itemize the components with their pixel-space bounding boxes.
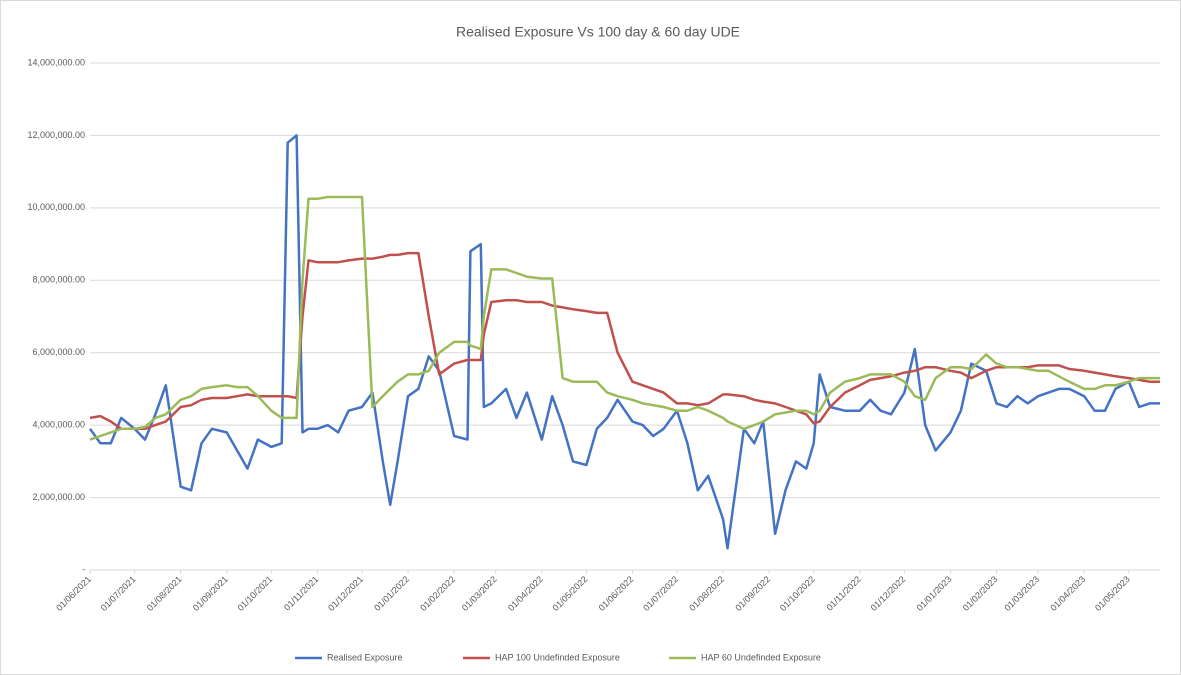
y-tick-label: 12,000,000.00	[27, 130, 85, 140]
y-tick-label: 8,000,000.00	[32, 275, 85, 285]
y-tick-label: 2,000,000.00	[32, 492, 85, 502]
series-line	[89, 251, 1160, 431]
legend-label: HAP 100 Undefinded Exposure	[495, 652, 620, 662]
y-tick-label: 10,000,000.00	[27, 202, 85, 212]
chart-title: Realised Exposure Vs 100 day & 60 day UD…	[456, 24, 740, 40]
legend-label: HAP 60 Undefinded Exposure	[701, 652, 821, 662]
y-tick-label: 4,000,000.00	[32, 420, 85, 430]
legend-label: Realised Exposure	[327, 652, 403, 662]
y-tick-label: 6,000,000.00	[32, 347, 85, 357]
series-line	[88, 134, 1160, 550]
y-tick-label: 14,000,000.00	[27, 57, 85, 67]
series-line	[89, 195, 1160, 441]
y-tick-label: -	[82, 564, 85, 574]
